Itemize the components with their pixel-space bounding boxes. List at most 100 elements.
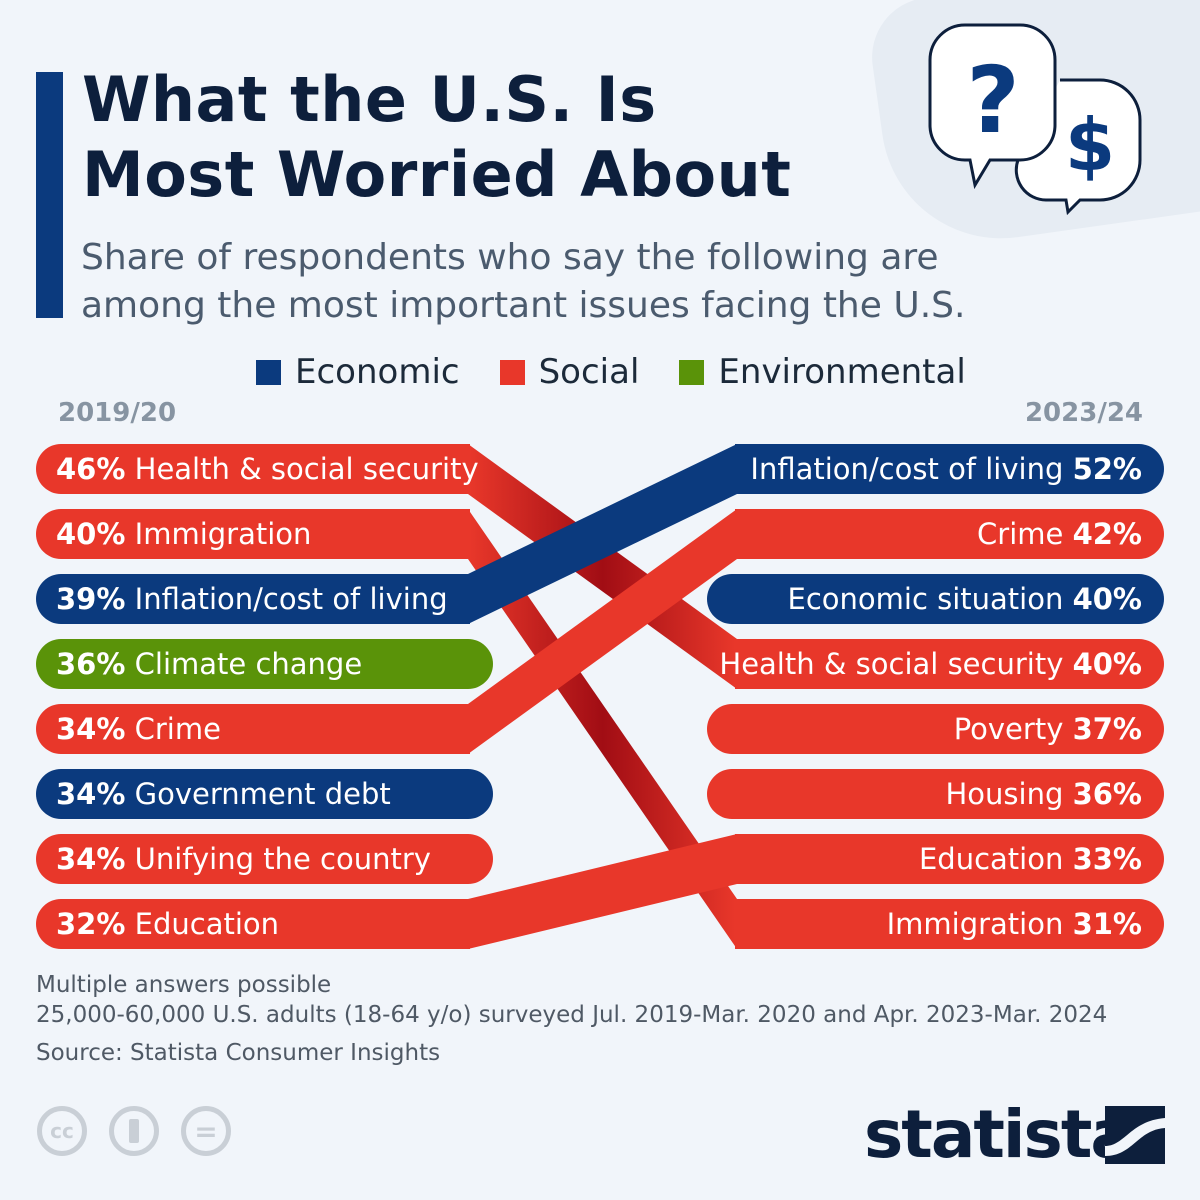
left-bar — [36, 509, 470, 559]
right-bar-value: 33% — [1073, 842, 1142, 876]
left-bar — [36, 834, 493, 884]
svg-text:?: ? — [966, 47, 1019, 154]
right-bar — [735, 509, 1164, 559]
attribution-icon[interactable] — [109, 1106, 159, 1156]
footer-survey: 25,000-60,000 U.S. adults (18-64 y/o) su… — [36, 1002, 1108, 1028]
right-bar — [707, 574, 1164, 624]
legend: Economic Social Environmental — [256, 352, 966, 392]
legend-item-social: Social — [499, 352, 640, 392]
connector-inflation-cost-of-living — [468, 444, 737, 624]
right-bar-label: Inflation/cost of living 52% — [750, 452, 1142, 486]
right-bar-label: Housing 36% — [945, 777, 1142, 811]
left-bar — [36, 639, 493, 689]
right-bar-label: Poverty 37% — [954, 712, 1142, 746]
connector-crime — [468, 509, 737, 754]
left-bar — [36, 704, 470, 754]
right-bar — [735, 639, 1164, 689]
legend-label: Environmental — [718, 352, 966, 392]
left-bar — [36, 769, 493, 819]
left-bar-label: 34% Crime — [56, 712, 221, 746]
footer-source: Source: Statista Consumer Insights — [36, 1040, 441, 1066]
left-bar-name: Education — [125, 907, 279, 941]
connector-education — [468, 834, 737, 949]
svg-text:$: $ — [1065, 103, 1115, 187]
left-bar-label: 46% Health & social security — [56, 452, 479, 486]
right-bar-label: Economic situation 40% — [788, 582, 1142, 616]
title-line-2: Most Worried About — [82, 138, 792, 211]
right-bar-name: Education — [919, 842, 1073, 876]
right-bar-name: Housing — [945, 777, 1072, 811]
legend-swatch — [679, 359, 705, 385]
subtitle-line-2: among the most important issues facing t… — [81, 285, 966, 326]
left-bar-value: 40% — [56, 517, 125, 551]
right-bar-value: 36% — [1073, 777, 1142, 811]
left-bar-label: 40% Immigration — [56, 517, 311, 551]
left-bar-name: Unifying the country — [125, 842, 431, 876]
left-bar-name: Immigration — [125, 517, 311, 551]
footer-note: Multiple answers possible — [36, 972, 332, 998]
right-bar-value: 52% — [1073, 452, 1142, 486]
left-bar-value: 36% — [56, 647, 125, 681]
right-bar-label: Immigration 31% — [887, 907, 1142, 941]
legend-label: Social — [538, 352, 640, 392]
left-bar-name: Crime — [125, 712, 221, 746]
left-bar-label: 32% Education — [56, 907, 279, 941]
left-bar-name: Inflation/cost of living — [125, 582, 447, 616]
title-accent-bar — [36, 72, 63, 318]
right-bar-value: 42% — [1073, 517, 1142, 551]
legend-label: Economic — [295, 352, 460, 392]
right-bar — [707, 704, 1164, 754]
subtitle: Share of respondents who say the followi… — [81, 234, 965, 330]
speech-bubbles-icon: $ ? — [928, 23, 1142, 215]
left-bar-name: Climate change — [125, 647, 362, 681]
right-bar-name: Poverty — [954, 712, 1073, 746]
left-bar-label: 39% Inflation/cost of living — [56, 582, 448, 616]
connector-immigration — [468, 509, 737, 949]
left-bar-label: 34% Unifying the country — [56, 842, 431, 876]
cc-icon[interactable]: cc — [37, 1106, 87, 1156]
left-bar — [36, 444, 470, 494]
legend-swatch — [256, 359, 281, 385]
left-bar-value: 34% — [56, 777, 125, 811]
legend-swatch — [499, 359, 525, 385]
statista-logo-mark-icon — [1105, 1106, 1165, 1164]
title-line-1: What the U.S. Is — [82, 63, 657, 136]
left-bar-name: Government debt — [125, 777, 390, 811]
right-bar-label: Crime 42% — [977, 517, 1142, 551]
question-bubble-icon — [928, 23, 1057, 190]
right-bar-value: 40% — [1073, 647, 1142, 681]
left-bar-value: 34% — [56, 842, 125, 876]
left-bar-value: 34% — [56, 712, 125, 746]
right-bar-name: Crime — [977, 517, 1073, 551]
subtitle-line-1: Share of respondents who say the followi… — [81, 237, 939, 278]
left-bar-name: Health & social security — [125, 452, 478, 486]
right-bar — [707, 769, 1164, 819]
right-bar — [735, 834, 1164, 884]
period-right-label: 2023/24 — [1024, 398, 1143, 428]
page-title: What the U.S. Is Most Worried About — [82, 62, 791, 212]
legend-item-environmental: Environmental — [679, 352, 966, 392]
right-bar-name: Inflation/cost of living — [750, 452, 1072, 486]
right-bar — [735, 899, 1164, 949]
period-left-label: 2019/20 — [58, 398, 177, 428]
left-bar-label: 36% Climate change — [56, 647, 362, 681]
right-bar-name: Immigration — [887, 907, 1073, 941]
left-bar-value: 46% — [56, 452, 125, 486]
right-bar-label: Health & social security 40% — [719, 647, 1142, 681]
right-bar-name: Economic situation — [788, 582, 1073, 616]
right-bar-value: 40% — [1073, 582, 1142, 616]
left-bar-value: 32% — [56, 907, 125, 941]
left-bar-label: 34% Government debt — [56, 777, 391, 811]
left-bar — [36, 899, 470, 949]
statista-logo[interactable]: statista — [864, 1096, 1135, 1173]
left-bar-value: 39% — [56, 582, 125, 616]
left-bar — [36, 574, 470, 624]
right-bar-value: 37% — [1073, 712, 1142, 746]
right-bar-name: Health & social security — [719, 647, 1072, 681]
right-bar-value: 31% — [1073, 907, 1142, 941]
no-derivatives-icon[interactable]: = — [181, 1106, 231, 1156]
right-bar — [735, 444, 1164, 494]
right-bar-label: Education 33% — [919, 842, 1142, 876]
legend-item-economic: Economic — [256, 352, 460, 392]
